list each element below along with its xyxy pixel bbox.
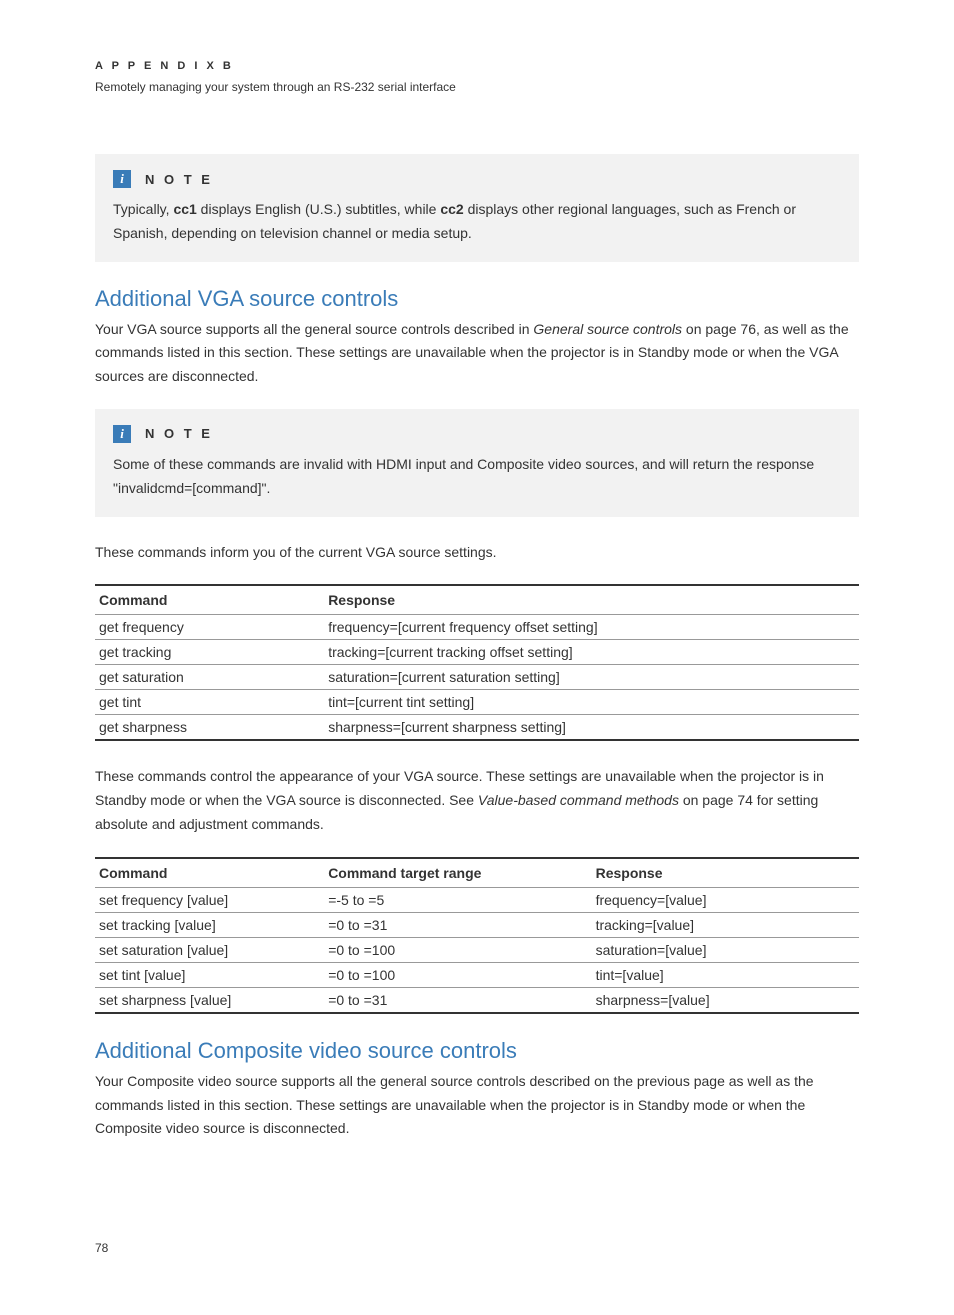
appendix-label: A P P E N D I X B — [95, 60, 859, 72]
note-bold: cc2 — [440, 201, 463, 217]
table-cell: saturation=[value] — [592, 937, 859, 962]
table-cell: tracking=[current tracking offset settin… — [324, 640, 859, 665]
table2-intro: These commands control the appearance of… — [95, 765, 859, 836]
table-row: set tint [value] =0 to =100 tint=[value] — [95, 962, 859, 987]
table-cell: get tracking — [95, 640, 324, 665]
note-label: N O T E — [145, 172, 213, 187]
table-row: get tracking tracking=[current tracking … — [95, 640, 859, 665]
table-cell: set sharpness [value] — [95, 987, 324, 1013]
table-row: get frequency frequency=[current frequen… — [95, 615, 859, 640]
note-body: Typically, cc1 displays English (U.S.) s… — [113, 198, 841, 246]
table-cell: frequency=[value] — [592, 887, 859, 912]
table-header: Response — [592, 858, 859, 888]
table-header: Command target range — [324, 858, 591, 888]
table-row: get saturation saturation=[current satur… — [95, 665, 859, 690]
section-heading-composite: Additional Composite video source contro… — [95, 1038, 859, 1064]
table-cell: get tint — [95, 690, 324, 715]
table-header: Response — [324, 585, 859, 615]
table-row: set frequency [value] =-5 to =5 frequenc… — [95, 887, 859, 912]
note-text: displays English (U.S.) subtitles, while — [197, 201, 441, 217]
note-bold: cc1 — [173, 201, 196, 217]
table1-intro: These commands inform you of the current… — [95, 541, 859, 565]
note-text: Typically, — [113, 201, 173, 217]
note-header: i N O T E — [113, 425, 841, 443]
table-cell: sharpness=[value] — [592, 987, 859, 1013]
table-cell: =0 to =31 — [324, 987, 591, 1013]
table-cell: set tint [value] — [95, 962, 324, 987]
table-cell: set saturation [value] — [95, 937, 324, 962]
table-cell: tint=[current tint setting] — [324, 690, 859, 715]
header-subtitle: Remotely managing your system through an… — [95, 80, 859, 94]
table-cell: tracking=[value] — [592, 912, 859, 937]
table-cell: frequency=[current frequency offset sett… — [324, 615, 859, 640]
table-cell: saturation=[current saturation setting] — [324, 665, 859, 690]
intro-text: Your VGA source supports all the general… — [95, 321, 533, 337]
table-cell: =-5 to =5 — [324, 887, 591, 912]
table-cell: =0 to =31 — [324, 912, 591, 937]
note-box-1: i N O T E Typically, cc1 displays Englis… — [95, 154, 859, 262]
table-row: get tint tint=[current tint setting] — [95, 690, 859, 715]
commands-table-set: Command Command target range Response se… — [95, 857, 859, 1014]
section-body: Your Composite video source supports all… — [95, 1070, 859, 1141]
table-cell: set frequency [value] — [95, 887, 324, 912]
section-heading-vga: Additional VGA source controls — [95, 286, 859, 312]
note-body: Some of these commands are invalid with … — [113, 453, 841, 501]
table-cell: get sharpness — [95, 715, 324, 741]
info-icon: i — [113, 425, 131, 443]
table-row: get sharpness sharpness=[current sharpne… — [95, 715, 859, 741]
table-header-row: Command Response — [95, 585, 859, 615]
table-row: set tracking [value] =0 to =31 tracking=… — [95, 912, 859, 937]
table-header-row: Command Command target range Response — [95, 858, 859, 888]
note-header: i N O T E — [113, 170, 841, 188]
table-row: set sharpness [value] =0 to =31 sharpnes… — [95, 987, 859, 1013]
table-cell: set tracking [value] — [95, 912, 324, 937]
note-box-2: i N O T E Some of these commands are inv… — [95, 409, 859, 517]
info-icon: i — [113, 170, 131, 188]
table-header: Command — [95, 858, 324, 888]
intro-italic: General source controls — [533, 321, 682, 337]
table-cell: get saturation — [95, 665, 324, 690]
commands-table-get: Command Response get frequency frequency… — [95, 584, 859, 741]
table-cell: =0 to =100 — [324, 937, 591, 962]
intro-italic: Value-based command methods — [478, 792, 679, 808]
note-label: N O T E — [145, 426, 213, 441]
table-cell: sharpness=[current sharpness setting] — [324, 715, 859, 741]
table-row: set saturation [value] =0 to =100 satura… — [95, 937, 859, 962]
table-cell: get frequency — [95, 615, 324, 640]
table-cell: =0 to =100 — [324, 962, 591, 987]
page-number: 78 — [95, 1241, 859, 1255]
table-header: Command — [95, 585, 324, 615]
table-cell: tint=[value] — [592, 962, 859, 987]
section-intro: Your VGA source supports all the general… — [95, 318, 859, 389]
